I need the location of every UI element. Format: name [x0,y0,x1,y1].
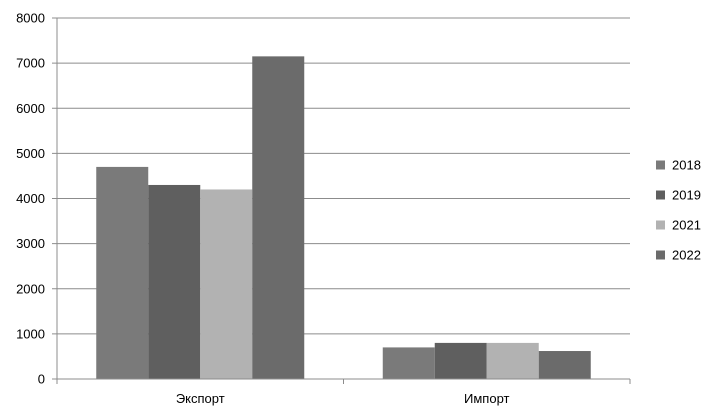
bar-Экспорт-2018 [96,166,149,379]
bars [96,56,591,379]
legend-swatch-2018 [656,160,665,170]
y-tick-label: 4000 [16,191,45,206]
y-tick-label: 0 [38,372,45,387]
legend-label-2021: 2021 [672,218,701,233]
bar-Экспорт-2019 [148,184,201,379]
legend-label-2018: 2018 [672,158,701,173]
y-tick-label: 2000 [16,281,45,296]
y-tick-label: 3000 [16,236,45,251]
bar-Импорт-2018 [382,347,435,379]
bar-Импорт-2019 [434,342,487,379]
legend: 2018 2019 2021 2022 [656,158,701,263]
legend-label-2022: 2022 [672,248,701,263]
x-category-label: Импорт [464,391,509,406]
labels: 0 1000 2000 3000 4000 5000 6000 7000 8000 Экспорт… [16,11,509,407]
axes [52,17,631,384]
x-category-label: Экспорт [176,391,225,406]
bar-Экспорт-2022 [252,56,305,379]
legend-swatch-2019 [656,190,665,200]
bar-Импорт-2021 [486,342,539,379]
y-tick-label: 1000 [16,326,45,341]
legend-swatch-2021 [656,220,665,230]
y-tick-label: 7000 [16,56,45,71]
y-tick-label: 6000 [16,101,45,116]
y-tick-label: 8000 [16,11,45,26]
y-tick-label: 5000 [16,146,45,161]
bar-Импорт-2022 [538,351,591,379]
legend-label-2019: 2019 [672,188,701,203]
bar-Экспорт-2021 [200,189,253,379]
legend-swatch-2022 [656,250,665,260]
